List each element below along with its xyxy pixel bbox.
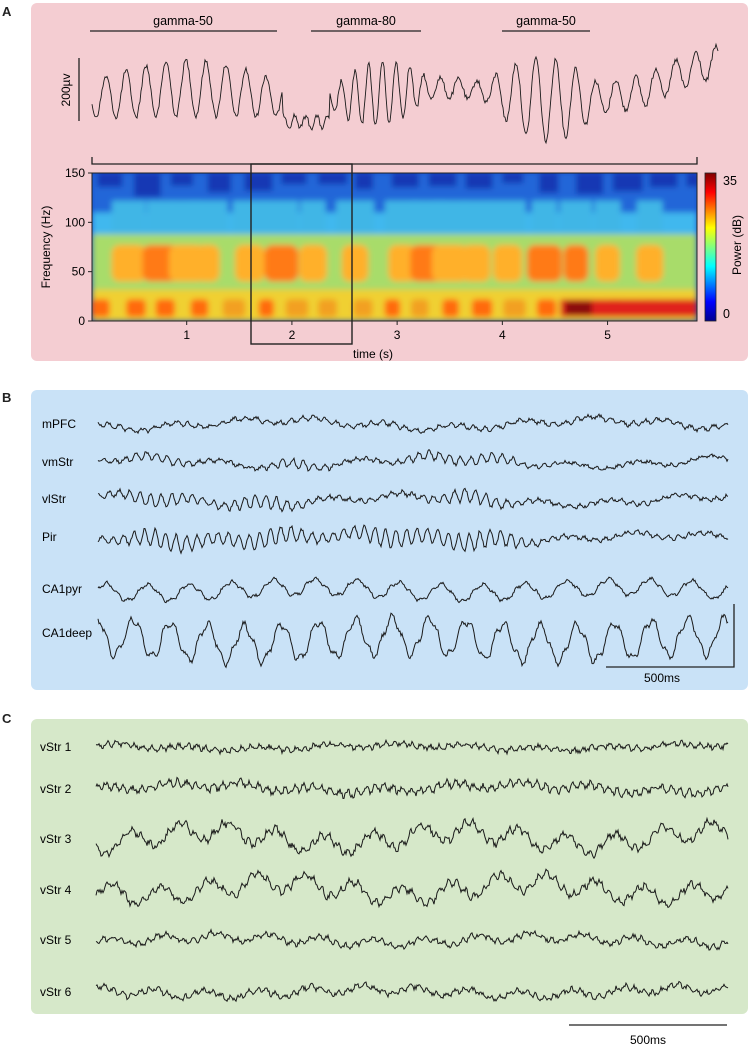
panel-b-trace bbox=[97, 576, 729, 604]
colorbar-max: 35 bbox=[723, 174, 737, 188]
spectrogram-heatmap bbox=[92, 173, 697, 321]
panel-b-background bbox=[31, 390, 748, 690]
panel-b-trace bbox=[97, 612, 729, 669]
high-power-region bbox=[560, 299, 697, 318]
low-band-burst bbox=[442, 299, 459, 318]
gamma-burst bbox=[111, 245, 147, 282]
gamma-burst bbox=[461, 245, 491, 282]
y-axis-label: Frequency (Hz) bbox=[39, 206, 53, 289]
low-band-burst bbox=[92, 299, 110, 318]
gamma-burst bbox=[431, 245, 468, 282]
panel-b-scale-label: 500ms bbox=[644, 671, 680, 685]
gamma-burst bbox=[493, 245, 523, 282]
panel-c-letter: C bbox=[2, 711, 12, 726]
low-band-burst bbox=[222, 299, 246, 318]
lfp-trace-top bbox=[91, 42, 719, 145]
gamma-burst bbox=[636, 245, 664, 282]
x-tick-label: 4 bbox=[499, 328, 506, 342]
low-band-burst bbox=[126, 299, 146, 318]
gamma-burst bbox=[195, 245, 220, 282]
low-band-burst bbox=[471, 299, 493, 318]
low-band-burst bbox=[318, 299, 337, 318]
x-tick-label: 2 bbox=[289, 328, 296, 342]
channel-label-vstr-6: vStr 6 bbox=[40, 985, 72, 999]
channel-label-pir: Pir bbox=[42, 530, 57, 544]
amplitude-scale-label: 200µv bbox=[59, 74, 73, 107]
colorbar-label: Power (dB) bbox=[730, 215, 744, 275]
y-tick-label: 100 bbox=[65, 215, 85, 229]
channel-label-vlstr: vlStr bbox=[42, 492, 66, 506]
gamma-burst bbox=[235, 245, 265, 282]
panel-a-letter: A bbox=[2, 4, 12, 19]
gamma-burst bbox=[563, 245, 589, 282]
gamma-burst bbox=[595, 245, 620, 282]
low-band-burst bbox=[503, 299, 526, 318]
channel-label-mpfc: mPFC bbox=[42, 417, 76, 431]
x-axis-label: time (s) bbox=[353, 347, 393, 361]
low-band-burst bbox=[190, 299, 209, 318]
segment-label-3: gamma-50 bbox=[516, 14, 576, 28]
channel-label-ca1deep: CA1deep bbox=[42, 626, 92, 640]
heatmap-frame bbox=[91, 172, 698, 322]
low-band-burst bbox=[384, 299, 401, 318]
channel-label-ca1pyr: CA1pyr bbox=[42, 582, 82, 596]
low-band-burst bbox=[258, 299, 274, 318]
gamma-burst bbox=[388, 245, 417, 282]
panel-b-letter: B bbox=[2, 390, 12, 405]
panel-c-trace bbox=[95, 816, 729, 860]
panel-c-trace bbox=[95, 738, 729, 756]
channel-label-vstr-2: vStr 2 bbox=[40, 782, 72, 796]
panel-c-trace bbox=[95, 928, 729, 951]
panel-c-trace bbox=[95, 776, 729, 800]
low-band-burst bbox=[411, 299, 429, 318]
x-tick-label: 3 bbox=[394, 328, 401, 342]
panel-c-scale-label: 500ms bbox=[630, 1033, 666, 1047]
colorbar-min: 0 bbox=[723, 307, 730, 321]
x-tick-label: 1 bbox=[183, 328, 190, 342]
zoom-highlight-box bbox=[250, 163, 353, 345]
gamma-burst bbox=[526, 245, 562, 282]
panel-b-trace bbox=[97, 448, 729, 472]
channel-label-vstr-3: vStr 3 bbox=[40, 832, 72, 846]
gamma-burst bbox=[264, 245, 299, 282]
time-bracket bbox=[91, 157, 698, 165]
y-tick-label: 0 bbox=[78, 314, 85, 328]
panel-b-scale-bar bbox=[606, 604, 735, 668]
panel-c-trace bbox=[95, 980, 729, 1003]
channel-label-vstr-5: vStr 5 bbox=[40, 933, 72, 947]
gamma-burst bbox=[168, 245, 205, 282]
segment-label-2: gamma-80 bbox=[336, 14, 396, 28]
low-band-burst bbox=[536, 299, 557, 318]
x-tick-label: 5 bbox=[604, 328, 611, 342]
panel-c-trace bbox=[95, 868, 729, 909]
segment-label-1: gamma-50 bbox=[153, 14, 213, 28]
channel-label-vstr-4: vStr 4 bbox=[40, 883, 72, 897]
colorbar bbox=[704, 172, 717, 322]
low-band-burst bbox=[353, 299, 373, 318]
gamma-burst bbox=[341, 245, 369, 282]
panel-c-background bbox=[31, 719, 748, 1014]
panel-b-trace bbox=[97, 487, 729, 513]
panel-b-trace bbox=[97, 413, 729, 435]
low-band-burst bbox=[285, 299, 309, 318]
y-tick-label: 50 bbox=[72, 265, 86, 279]
panel-b-trace bbox=[97, 524, 729, 555]
channel-label-vstr-1: vStr 1 bbox=[40, 740, 72, 754]
channel-label-vmstr: vmStr bbox=[42, 455, 73, 469]
gamma-burst bbox=[299, 245, 327, 282]
y-tick-label: 150 bbox=[65, 166, 85, 180]
low-band-burst bbox=[155, 299, 175, 318]
